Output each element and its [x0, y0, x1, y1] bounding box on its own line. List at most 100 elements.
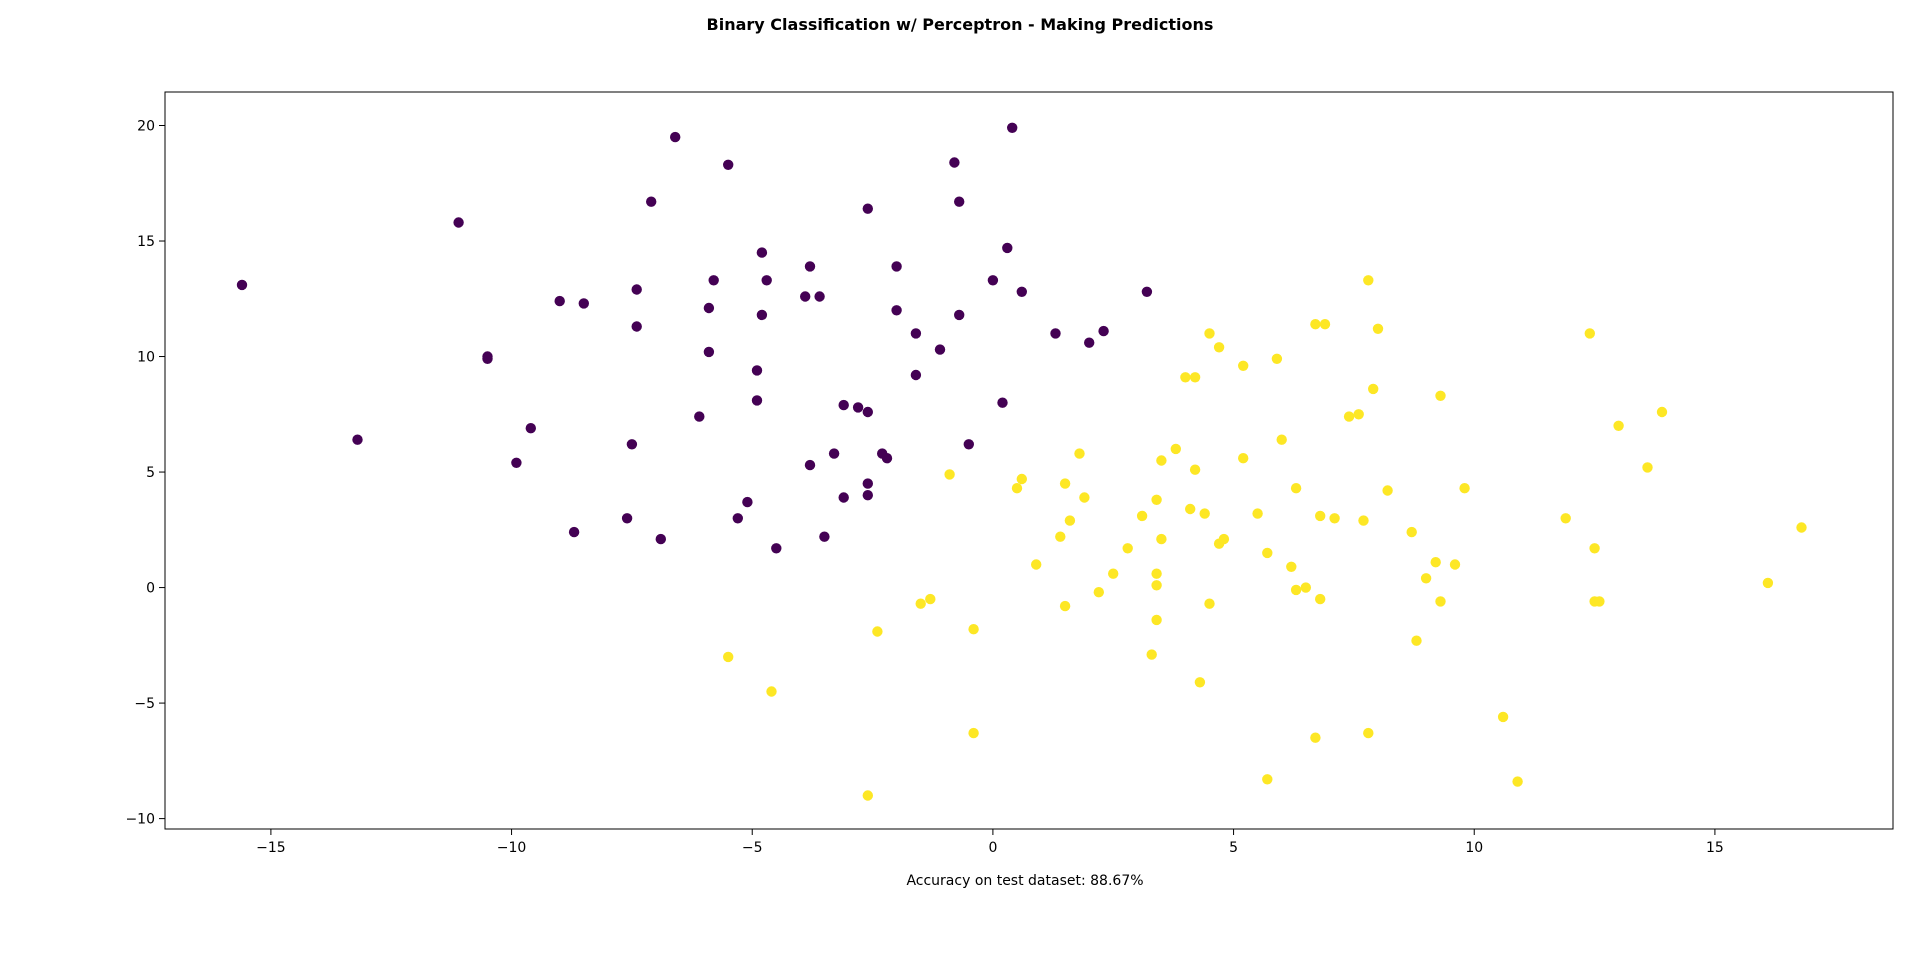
data-point-class-0 — [954, 309, 965, 321]
data-point-class-1 — [1151, 494, 1162, 505]
data-point-class-0 — [568, 526, 580, 538]
y-tick-label: 20 — [137, 119, 155, 135]
data-point-class-0 — [742, 496, 753, 508]
data-point-class-1 — [1156, 533, 1167, 545]
data-point-class-1 — [1411, 635, 1422, 646]
data-point-class-0 — [631, 284, 642, 295]
data-point-class-1 — [1136, 510, 1148, 522]
data-point-class-1 — [1262, 547, 1273, 559]
data-point-class-0 — [838, 399, 849, 411]
data-point-class-1 — [1353, 409, 1364, 420]
data-point-class-0 — [670, 131, 681, 143]
data-point-class-0 — [987, 275, 999, 286]
data-point-class-1 — [1363, 727, 1374, 739]
data-point-class-1 — [1290, 483, 1302, 494]
data-point-class-1 — [1262, 774, 1273, 785]
data-point-class-1 — [1286, 561, 1297, 572]
data-point-class-1 — [1430, 557, 1441, 568]
data-point-class-0 — [804, 261, 816, 272]
data-point-class-1 — [766, 686, 777, 697]
data-point-class-0 — [881, 453, 893, 464]
data-point-class-0 — [862, 406, 873, 418]
data-point-class-1 — [1108, 568, 1119, 579]
data-point-class-1 — [1459, 483, 1470, 494]
data-point-class-0 — [819, 531, 830, 542]
data-point-class-0 — [1016, 286, 1027, 297]
data-point-class-1 — [1589, 543, 1600, 554]
data-point-class-1 — [723, 651, 734, 663]
data-point-class-0 — [631, 321, 642, 332]
data-point-class-0 — [1098, 325, 1109, 337]
data-point-class-1 — [1055, 531, 1066, 542]
x-axis: −15 −10 −5 0 5 10 15 — [256, 829, 1724, 856]
data-point-class-0 — [862, 478, 873, 489]
data-point-class-1 — [1204, 328, 1215, 339]
data-point-class-1 — [1656, 406, 1668, 418]
data-point-class-0 — [862, 490, 873, 501]
data-point-class-1 — [1584, 328, 1596, 339]
data-point-class-1 — [1146, 649, 1157, 660]
x-tick-label: 15 — [1706, 840, 1724, 856]
data-point-class-1 — [1613, 420, 1624, 431]
data-point-class-0 — [814, 291, 825, 302]
data-point-class-0 — [756, 309, 768, 321]
data-point-class-0 — [694, 411, 705, 422]
data-point-class-0 — [934, 344, 946, 355]
data-point-class-1 — [1497, 711, 1509, 723]
data-point-class-1 — [1031, 559, 1042, 570]
data-point-class-0 — [732, 513, 743, 524]
data-point-class-1 — [1011, 483, 1023, 494]
data-point-class-0 — [554, 295, 565, 307]
data-point-class-1 — [968, 624, 979, 635]
data-point-class-0 — [852, 402, 864, 413]
data-point-class-1 — [1204, 598, 1215, 609]
data-point-class-1 — [1238, 360, 1249, 371]
data-point-class-0 — [949, 157, 960, 168]
x-tick-label: −10 — [497, 840, 527, 856]
data-point-class-1 — [1122, 543, 1133, 554]
data-point-class-1 — [1238, 453, 1249, 464]
data-point-class-1 — [1059, 600, 1071, 612]
chart-title: Binary Classification w/ Perceptron - Ma… — [706, 15, 1214, 34]
data-point-class-0 — [352, 434, 363, 445]
data-point-class-1 — [1151, 568, 1162, 579]
data-point-class-1 — [1358, 515, 1369, 526]
data-point-class-0 — [646, 196, 657, 207]
data-point-class-0 — [525, 423, 536, 434]
data-point-class-1 — [1252, 508, 1263, 519]
x-axis-label: Accuracy on test dataset: 88.67% — [906, 873, 1144, 889]
data-point-class-0 — [910, 369, 922, 381]
y-tick-label: 5 — [146, 465, 155, 481]
data-point-class-1 — [1594, 596, 1605, 607]
data-point-class-1 — [1382, 485, 1393, 496]
data-point-class-1 — [1319, 319, 1331, 330]
data-point-class-0 — [761, 275, 772, 286]
data-point-class-0 — [626, 439, 638, 450]
data-point-class-1 — [1343, 411, 1355, 422]
data-point-class-0 — [828, 448, 840, 459]
data-point-class-1 — [1329, 513, 1340, 524]
y-tick-label: 0 — [146, 581, 155, 597]
data-point-class-0 — [511, 457, 522, 468]
data-point-class-0 — [1050, 328, 1061, 339]
data-point-class-0 — [723, 159, 734, 170]
data-point-class-0 — [751, 395, 763, 406]
data-point-class-1 — [1642, 462, 1653, 473]
data-point-class-0 — [838, 492, 849, 503]
data-point-class-0 — [800, 291, 811, 302]
data-point-class-0 — [1141, 286, 1153, 297]
data-point-class-1 — [1315, 510, 1326, 522]
data-point-class-1 — [1512, 776, 1523, 787]
y-tick-label: 10 — [137, 350, 155, 366]
data-point-class-1 — [1310, 319, 1321, 330]
data-point-class-1 — [1059, 478, 1071, 489]
data-point-class-0 — [236, 279, 248, 291]
data-point-class-0 — [703, 346, 715, 358]
data-point-class-0 — [655, 533, 666, 545]
data-point-class-0 — [963, 439, 974, 450]
data-point-class-1 — [1074, 448, 1085, 459]
data-point-class-1 — [1449, 559, 1461, 570]
data-point-class-1 — [1199, 508, 1210, 519]
data-point-class-1 — [1796, 522, 1807, 533]
